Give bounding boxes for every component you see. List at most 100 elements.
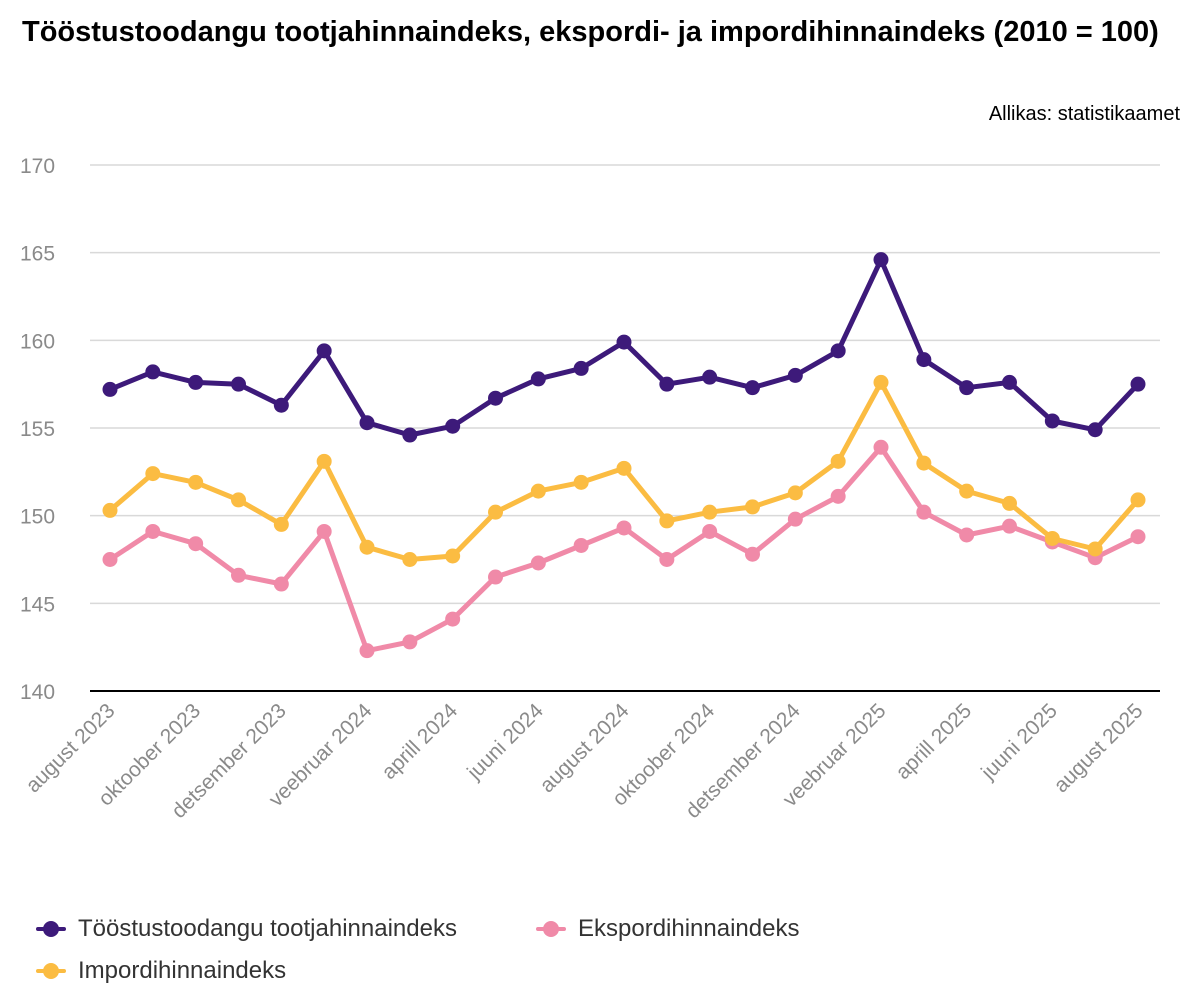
data-point: [316, 343, 332, 359]
legend-label: Tööstustoodangu tootjahinnaindeks: [78, 915, 457, 942]
grid-lines: [90, 164, 1160, 692]
data-point: [359, 539, 375, 555]
data-point: [659, 552, 675, 567]
data-point: [1087, 541, 1103, 557]
data-point: [745, 380, 760, 396]
data-point: [873, 252, 889, 268]
data-point: [231, 567, 246, 583]
line-chart: 140 145 150 155 160 165 170 august 2023oktoobe…: [20, 155, 1160, 823]
data-point: [145, 466, 161, 482]
data-point: [745, 499, 760, 515]
data-point: [916, 352, 932, 368]
data-point: [959, 483, 975, 499]
data-point: [573, 360, 589, 376]
data-point: [1130, 492, 1146, 508]
series-2: [102, 374, 1146, 567]
x-tick-label: juuni 2024: [462, 699, 548, 785]
data-point: [1002, 518, 1017, 534]
data-point: [1044, 530, 1060, 546]
legend-label: Ekspordihinnaindeks: [578, 915, 800, 942]
y-tick-label: 170: [20, 155, 55, 178]
chart-title: Tööstustoodangu tootjahinnaindeks, ekspo…: [22, 16, 1159, 48]
data-point: [402, 552, 418, 567]
data-point: [1002, 374, 1017, 390]
data-point: [530, 555, 546, 571]
source-note: Allikas: statistikaamet: [988, 103, 1180, 125]
data-point: [145, 364, 161, 380]
data-point: [445, 548, 461, 564]
data-point: [787, 367, 803, 383]
y-tick-label: 155: [20, 418, 55, 441]
data-point: [916, 455, 932, 471]
legend-swatch: [36, 963, 66, 979]
series-1: [102, 439, 1146, 659]
data-point: [273, 397, 289, 413]
data-point: [659, 513, 675, 529]
data-point: [616, 520, 632, 536]
data-point: [1044, 413, 1060, 429]
data-point: [1130, 376, 1146, 392]
data-point: [1002, 495, 1017, 511]
data-point: [188, 536, 204, 552]
data-point: [573, 537, 589, 553]
data-point: [530, 371, 546, 387]
data-point: [231, 376, 246, 392]
data-point: [573, 474, 589, 490]
data-point: [102, 381, 118, 397]
data-point: [1087, 422, 1103, 438]
data-point: [316, 453, 332, 469]
data-point: [359, 415, 375, 431]
y-tick-label: 150: [20, 506, 55, 529]
y-axis: 140 145 150 155 160 165 170: [20, 155, 55, 704]
data-point: [102, 552, 118, 567]
data-point: [830, 488, 846, 504]
legend-item[interactable]: Ekspordihinnaindeks: [536, 915, 799, 943]
data-point: [316, 523, 332, 539]
data-point: [231, 492, 246, 508]
legend-swatch: [36, 921, 66, 937]
data-point: [702, 523, 718, 539]
x-tick-label: aprill 2024: [377, 699, 462, 784]
data-point: [145, 523, 161, 539]
data-point: [273, 576, 289, 592]
data-point: [830, 453, 846, 469]
data-point: [745, 546, 760, 562]
series-group: [102, 252, 1146, 659]
x-tick-label: aprill 2025: [891, 699, 976, 784]
legend-item[interactable]: Tööstustoodangu tootjahinnaindeks: [36, 915, 457, 943]
data-point: [445, 611, 461, 627]
x-tick-label: august 2025: [1050, 699, 1148, 797]
data-point: [873, 439, 889, 455]
data-point: [188, 474, 204, 490]
data-point: [916, 504, 932, 520]
data-point: [659, 376, 675, 392]
data-point: [959, 380, 975, 396]
data-point: [402, 634, 418, 650]
data-point: [488, 504, 503, 520]
data-point: [616, 334, 632, 350]
series-line: [107, 444, 1141, 654]
data-point: [445, 418, 461, 434]
data-point: [488, 390, 503, 406]
data-point: [873, 374, 889, 390]
data-point: [1130, 529, 1146, 545]
data-point: [787, 511, 803, 527]
data-point: [273, 516, 289, 532]
y-tick-label: 140: [20, 681, 55, 704]
data-point: [102, 502, 118, 518]
data-point: [959, 527, 975, 543]
data-point: [402, 427, 418, 443]
data-point: [830, 343, 846, 359]
data-point: [359, 643, 375, 659]
data-point: [488, 569, 503, 585]
x-tick-label: juuni 2025: [976, 699, 1062, 785]
legend-swatch: [536, 921, 566, 937]
y-tick-label: 160: [20, 330, 55, 353]
legend-item[interactable]: Impordihinnaindeks: [36, 957, 286, 985]
y-tick-label: 165: [20, 243, 55, 266]
y-tick-label: 145: [20, 593, 55, 616]
series-0: [102, 252, 1146, 443]
data-point: [188, 374, 204, 390]
data-point: [787, 485, 803, 501]
data-point: [702, 504, 718, 520]
